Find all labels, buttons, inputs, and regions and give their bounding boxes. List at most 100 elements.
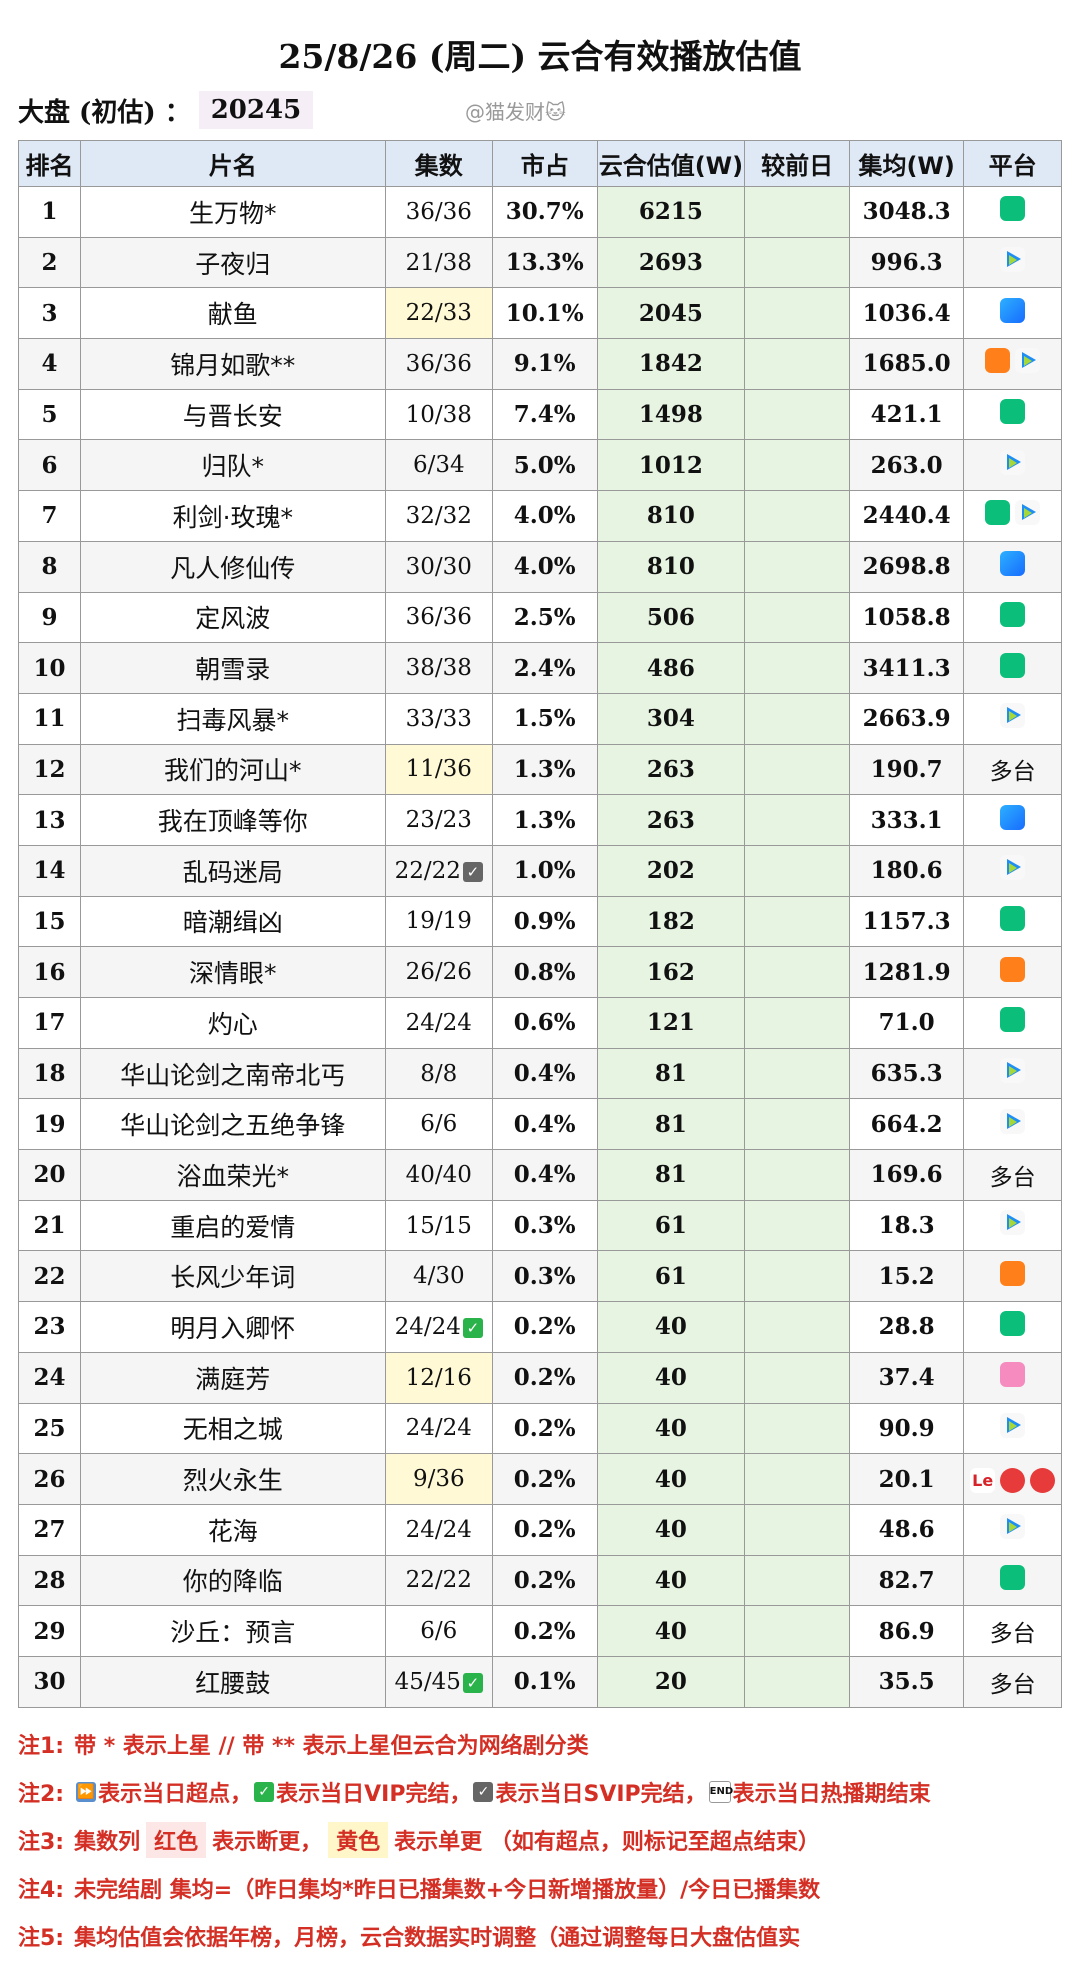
tencent-video-icon — [1000, 703, 1026, 729]
platform-icons — [1000, 196, 1026, 222]
cell-platform — [963, 692, 1062, 745]
cell-name: 归队* — [79, 439, 386, 492]
vip-complete-icon: ✓ — [254, 1782, 275, 1802]
cell-episodes-text: 10/38 — [405, 401, 472, 428]
cell-value-text: 486 — [646, 654, 695, 682]
cell-value-text: 162 — [646, 958, 695, 986]
cell-name-text: 归队* — [201, 452, 265, 482]
cell-rank: 22 — [18, 1250, 81, 1303]
cell-change — [744, 1047, 851, 1100]
cell-value: 486 — [596, 642, 746, 694]
cell-share: 2.5% — [491, 591, 598, 644]
cell-episodes-text: 11/36 — [405, 756, 472, 783]
platform-icons — [1000, 551, 1026, 577]
cell-platform — [963, 1199, 1062, 1252]
youku-icon — [1000, 551, 1026, 577]
cell-name-text: 深情眼* — [189, 959, 277, 989]
cell-episodes: 4/30 — [384, 1250, 493, 1303]
cell-avg-text: 48.6 — [878, 1516, 935, 1544]
cell-platform — [963, 946, 1062, 998]
cell-platform — [963, 186, 1062, 238]
platform-icons — [1000, 1311, 1026, 1337]
cell-share-text: 9.1% — [513, 350, 576, 378]
cell-episodes-text: 22/22 — [394, 857, 461, 884]
cell-change — [744, 1554, 851, 1607]
cell-platform — [963, 338, 1062, 390]
cell-change — [744, 946, 851, 998]
cell-value-text: 20 — [654, 1668, 687, 1696]
cell-episodes: 36/36 — [384, 591, 493, 644]
cell-value: 61 — [596, 1250, 746, 1303]
note-text: 表示单更 （如有超点，则标记至超点结束） — [394, 1830, 820, 1855]
cell-avg-text: 71.0 — [878, 1009, 935, 1037]
table-row: 10 朝雪录 38/38 2.4% 486 3411.3 — [18, 642, 1062, 694]
header-rank: 排名 — [18, 140, 81, 187]
cell-avg-text: 1036.4 — [862, 299, 951, 327]
cell-episodes-text: 38/38 — [405, 655, 472, 682]
cell-value: 1012 — [596, 439, 746, 492]
cell-value: 61 — [596, 1199, 746, 1252]
cell-avg: 86.9 — [849, 1605, 965, 1657]
note-text: 带 * 表示上星 // 带 ** 表示上星但云合为网络剧分类 — [74, 1734, 589, 1759]
cell-platform — [963, 439, 1062, 492]
header-value: 云合估值(W) — [596, 140, 746, 187]
cell-platform — [963, 236, 1062, 289]
cell-rank-text: 5 — [41, 401, 58, 429]
cell-share: 0.3% — [491, 1250, 598, 1303]
cell-avg: 1157.3 — [849, 895, 965, 948]
cell-episodes: 21/38 — [384, 236, 493, 289]
cell-value: 304 — [596, 692, 746, 745]
cell-share: 30.7% — [491, 186, 598, 238]
cell-episodes: 36/36 — [384, 338, 493, 390]
cell-avg-text: 18.3 — [878, 1212, 935, 1240]
cell-rank-text: 9 — [41, 603, 58, 631]
cell-share-text: 0.2% — [513, 1414, 576, 1442]
cell-value-text: 61 — [654, 1262, 687, 1290]
cell-episodes: 24/24 — [384, 1402, 493, 1455]
cell-platform — [963, 490, 1062, 542]
cell-avg: 48.6 — [849, 1503, 965, 1556]
cell-value-text: 6215 — [638, 198, 703, 226]
cell-name-text: 浴血荣光* — [176, 1161, 290, 1191]
cell-rank-text: 4 — [41, 350, 58, 378]
cell-name-text: 定风波 — [195, 604, 271, 634]
header-episodes: 集数 — [384, 140, 493, 187]
red-play-icon — [1000, 1467, 1026, 1493]
cell-episodes: 40/40 — [384, 1149, 493, 1201]
cell-name: 与晋长安 — [79, 388, 386, 441]
tencent-video-icon — [1000, 1108, 1026, 1134]
cell-avg-text: 263.0 — [870, 451, 943, 479]
cell-value: 506 — [596, 591, 746, 644]
cell-avg-text: 82.7 — [878, 1566, 935, 1594]
platform-icons — [1000, 1514, 1026, 1540]
cell-value-text: 40 — [654, 1566, 687, 1594]
cell-avg-text: 86.9 — [878, 1617, 935, 1645]
cell-rank: 30 — [18, 1655, 81, 1708]
cell-episodes: 33/33 — [384, 692, 493, 745]
cell-name: 烈火永生 — [79, 1453, 386, 1505]
cell-episodes-text: 15/15 — [405, 1212, 472, 1239]
note-label: 注5: — [18, 1926, 65, 1951]
cell-share-text: 0.4% — [513, 1060, 576, 1088]
cell-change — [744, 287, 851, 340]
fast-forward-icon: ⏩ — [76, 1782, 97, 1802]
cell-episodes-text: 9/36 — [412, 1466, 465, 1493]
table-row: 1 生万物* 36/36 30.7% 6215 3048.3 — [18, 186, 1062, 238]
iqiyi-icon — [1000, 652, 1026, 678]
cell-avg: 2698.8 — [849, 540, 965, 593]
cell-platform — [963, 388, 1062, 441]
header-platform: 平台 — [963, 140, 1062, 187]
tencent-video-icon — [1015, 348, 1041, 374]
platform-icons — [985, 348, 1041, 374]
cell-avg-text: 664.2 — [870, 1110, 943, 1138]
cell-episodes: 19/19 — [384, 895, 493, 948]
cell-share: 4.0% — [491, 540, 598, 593]
note-5: 注5: 集均估值会依据年榜，月榜，云合数据实时调整（通过调整每日大盘估值实 — [18, 1912, 1062, 1960]
cell-share: 0.2% — [491, 1605, 598, 1657]
cell-name: 灼心 — [79, 997, 386, 1049]
cell-value: 40 — [596, 1351, 746, 1404]
cell-change — [744, 439, 851, 492]
cell-rank: 3 — [18, 287, 81, 340]
table-body: 1 生万物* 36/36 30.7% 6215 3048.3 2 子夜归 21/38 13.3% 2… — [18, 186, 1062, 1708]
